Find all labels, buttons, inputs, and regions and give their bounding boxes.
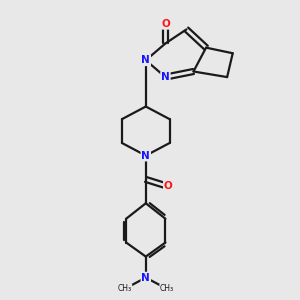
Text: N: N [141,151,150,160]
Text: CH₃: CH₃ [160,284,174,293]
Text: N: N [141,55,150,65]
Text: O: O [161,19,170,29]
Text: O: O [164,182,172,191]
Text: N: N [161,72,170,82]
Text: CH₃: CH₃ [118,284,132,293]
Text: N: N [141,273,150,283]
